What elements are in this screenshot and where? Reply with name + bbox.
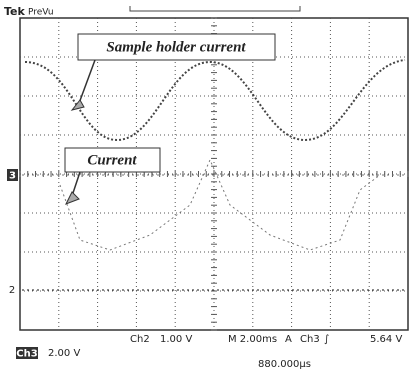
- trigger-source: Ch3: [300, 334, 320, 345]
- channel-marker: 3: [9, 171, 16, 182]
- ch3-label: Ch3: [16, 349, 37, 360]
- annotation: Current: [87, 152, 137, 168]
- brand: Tek: [4, 5, 26, 18]
- record-bracket: [130, 6, 300, 11]
- arrowhead: [66, 192, 79, 204]
- ch3-scale: 2.00 V: [48, 348, 80, 359]
- trigger-level: 5.64 V: [370, 334, 402, 345]
- trigger-slope: ∫: [324, 334, 329, 345]
- annotation: Sample holder current: [106, 39, 246, 55]
- scope-screen: Tek PreVu Sample holder current Current …: [0, 0, 416, 369]
- position: 880.000μs: [258, 359, 311, 369]
- ch2-label: Ch2: [130, 334, 150, 345]
- timebase: M 2.00ms: [228, 334, 277, 345]
- ch2-scale: 1.00 V: [160, 334, 192, 345]
- channel-marker: 2: [9, 285, 15, 296]
- mode: PreVu: [28, 8, 54, 18]
- arrow: [72, 172, 80, 196]
- arrow: [78, 60, 95, 106]
- graticule: [20, 18, 408, 330]
- sample-holder-trace: [25, 60, 405, 140]
- trigger-mode: A: [285, 334, 292, 345]
